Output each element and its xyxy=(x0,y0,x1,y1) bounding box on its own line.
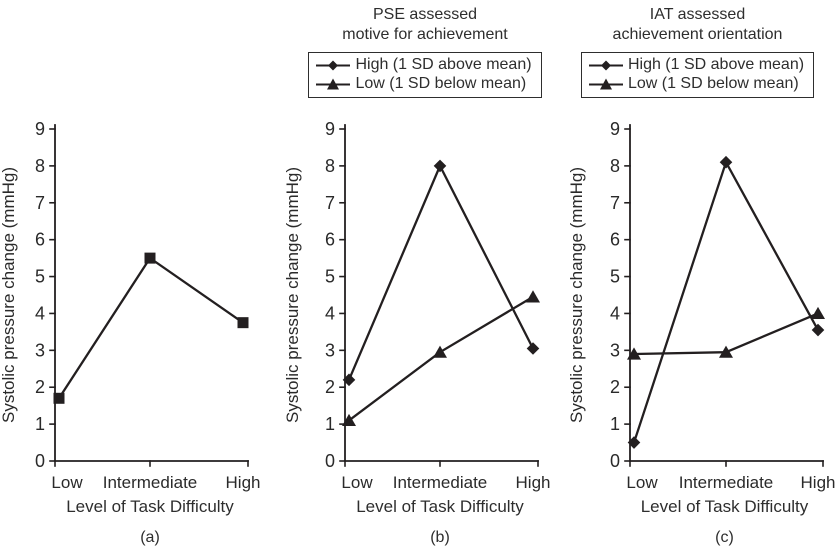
svg-text:Intermediate: Intermediate xyxy=(103,473,198,492)
svg-text:Intermediate: Intermediate xyxy=(679,473,774,492)
panel-label-b: (b) xyxy=(430,529,450,546)
svg-text:Low: Low xyxy=(626,473,658,492)
svg-text:7: 7 xyxy=(35,193,45,213)
legend-item-low: Low (1 SD below mean) xyxy=(315,75,531,93)
svg-text:6: 6 xyxy=(325,230,335,250)
panel-c-header: IAT assessed achievement orientation Hig… xyxy=(560,0,835,118)
svg-text:2: 2 xyxy=(325,377,335,397)
svg-text:9: 9 xyxy=(610,119,620,139)
chart-c-legend: High (1 SD above mean) Low (1 SD below m… xyxy=(580,52,815,98)
svg-text:8: 8 xyxy=(35,156,45,176)
svg-text:1: 1 xyxy=(35,414,45,434)
chart-panel-c: IAT assessed achievement orientation Hig… xyxy=(560,0,835,557)
svg-text:5: 5 xyxy=(35,267,45,287)
svg-text:1: 1 xyxy=(610,414,620,434)
legend-item-high: High (1 SD above mean) xyxy=(315,56,532,74)
svg-text:Low: Low xyxy=(51,473,83,492)
triangle-marker-icon xyxy=(588,78,623,89)
svg-text:0: 0 xyxy=(35,451,45,471)
svg-text:7: 7 xyxy=(325,193,335,213)
svg-text:Intermediate: Intermediate xyxy=(393,473,488,492)
chart-c-plot: 0 1 2 3 4 5 6 7 8 9 Low Intermediate High Systolic pr… xyxy=(567,119,835,492)
svg-text:2: 2 xyxy=(35,377,45,397)
svg-text:High: High xyxy=(516,473,551,492)
x-axis-title: Level of Task Difficulty xyxy=(356,497,524,516)
legend-label-high: High (1 SD above mean) xyxy=(355,56,532,73)
svg-text:4: 4 xyxy=(325,303,335,323)
panel-b-header: PSE assessed motive for achievement High… xyxy=(280,0,570,118)
panel-label-c: (c) xyxy=(715,529,734,546)
svg-text:3: 3 xyxy=(325,340,335,360)
chart-b-title-line2: motive for achievement xyxy=(342,26,508,43)
x-axis-title: Level of Task Difficulty xyxy=(66,497,234,516)
svg-text:Systolic pressure change (mmHg: Systolic pressure change (mmHg) xyxy=(283,167,302,423)
legend-item-low: Low (1 SD below mean) xyxy=(588,75,804,93)
svg-text:9: 9 xyxy=(35,119,45,139)
chart-c-title-line2: achievement orientation xyxy=(612,26,783,43)
chart-c-title-line1: IAT assessed xyxy=(649,6,746,23)
chart-b-title-line1: PSE assessed xyxy=(372,6,478,23)
svg-text:3: 3 xyxy=(35,340,45,360)
chart-c-title: IAT assessed achievement orientation xyxy=(613,5,783,45)
svg-text:Systolic pressure change (mmHg: Systolic pressure change (mmHg) xyxy=(0,167,18,423)
legend-label-high: High (1 SD above mean) xyxy=(627,56,805,73)
chart-panel-a: 0 1 2 3 4 5 6 7 8 9 Low Intermediate High Systolic pr… xyxy=(0,0,280,557)
diamond-marker-icon xyxy=(588,60,623,70)
chart-b-title: PSE assessed motive for achievement xyxy=(342,5,507,45)
panel-label-a: (a) xyxy=(140,529,160,546)
chart-a-plot: 0 1 2 3 4 5 6 7 8 9 Low Intermediate High Systolic pr… xyxy=(0,119,261,492)
svg-text:High: High xyxy=(801,473,835,492)
chart-panel-b: PSE assessed motive for achievement High… xyxy=(280,0,570,557)
panel-a-header xyxy=(0,0,280,118)
svg-text:5: 5 xyxy=(610,267,620,287)
svg-text:3: 3 xyxy=(610,340,620,360)
svg-text:4: 4 xyxy=(35,303,45,323)
svg-text:5: 5 xyxy=(325,267,335,287)
triangle-marker-icon xyxy=(316,78,351,89)
legend-item-high: High (1 SD above mean) xyxy=(588,56,804,74)
svg-text:6: 6 xyxy=(35,230,45,250)
svg-text:6: 6 xyxy=(610,230,620,250)
svg-text:Systolic pressure change (mmHg: Systolic pressure change (mmHg) xyxy=(567,167,586,423)
svg-text:Low: Low xyxy=(341,473,373,492)
x-axis-title: Level of Task Difficulty xyxy=(640,497,809,516)
svg-text:7: 7 xyxy=(610,193,620,213)
svg-text:0: 0 xyxy=(610,451,620,471)
legend-label-low: Low (1 SD below mean) xyxy=(355,75,527,92)
diamond-marker-icon xyxy=(316,60,351,70)
svg-text:9: 9 xyxy=(325,119,335,139)
chart-b-legend: High (1 SD above mean) Low (1 SD below m… xyxy=(308,52,542,98)
svg-text:4: 4 xyxy=(610,303,620,323)
svg-text:8: 8 xyxy=(610,156,620,176)
svg-text:0: 0 xyxy=(325,451,335,471)
svg-text:8: 8 xyxy=(325,156,335,176)
chart-b-plot: 0 1 2 3 4 5 6 7 8 9 Low Intermediate High Systolic pr… xyxy=(283,119,551,492)
svg-text:2: 2 xyxy=(610,377,620,397)
legend-label-low: Low (1 SD below mean) xyxy=(627,75,799,92)
svg-text:High: High xyxy=(226,473,261,492)
svg-text:1: 1 xyxy=(325,414,335,434)
